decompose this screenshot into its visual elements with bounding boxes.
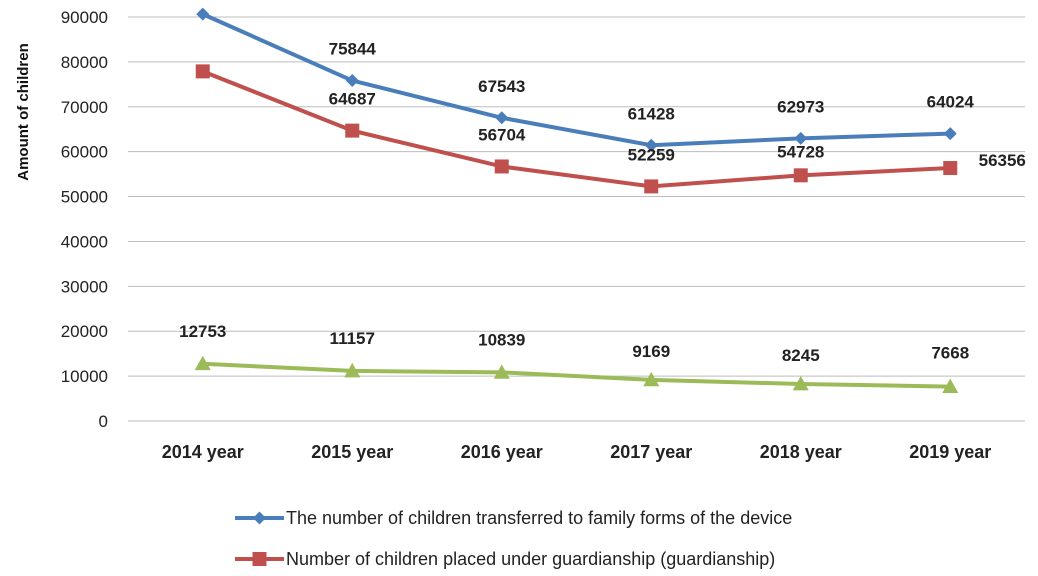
data-point <box>643 371 660 387</box>
data-point <box>195 64 210 79</box>
x-tick-label: 2014 year <box>162 442 244 462</box>
data-point <box>943 161 958 176</box>
data-label: 75844 <box>329 40 377 59</box>
y-tick-label: 50000 <box>61 188 108 207</box>
x-tick-label: 2015 year <box>311 442 393 462</box>
legend-marker <box>253 511 266 525</box>
data-point <box>344 362 361 378</box>
data-point <box>644 138 658 152</box>
series-line <box>202 361 951 389</box>
data-point <box>644 179 659 194</box>
x-tick-label: 2016 year <box>461 442 543 462</box>
y-tick-label: 80000 <box>61 53 108 72</box>
data-label: 67543 <box>478 77 525 96</box>
series-group <box>194 7 959 393</box>
data-label: 64687 <box>329 90 376 109</box>
data-label: 54728 <box>777 142 824 161</box>
data-point <box>196 7 210 21</box>
y-tick-label: 30000 <box>61 277 108 296</box>
data-label: 62973 <box>777 97 824 116</box>
y-axis-label: Amount of children <box>15 43 32 181</box>
data-label: 64024 <box>927 93 975 112</box>
legend: The number of children transferred to fa… <box>235 508 792 569</box>
data-point <box>793 168 808 183</box>
data-labels: 7788675844675436142862973640246468756704… <box>179 40 1026 365</box>
series-1 <box>196 7 957 152</box>
gridlines <box>128 16 1025 422</box>
data-label: 56704 <box>478 125 526 144</box>
data-point <box>345 74 359 88</box>
data-label: 8245 <box>782 346 820 365</box>
y-tick-label: 10000 <box>61 367 108 386</box>
series-line <box>202 69 951 189</box>
data-label: 10839 <box>478 330 525 349</box>
x-axis-ticks: 2014 year 2015 year 2016 year 2017 year 2018… <box>162 442 992 462</box>
data-point <box>493 364 510 379</box>
data-point <box>345 123 360 138</box>
legend-marker <box>252 552 267 566</box>
series-line <box>201 12 951 148</box>
legend-label: Number of children placed under guardian… <box>286 549 775 569</box>
data-label: 7668 <box>931 344 969 363</box>
x-tick-label: 2018 year <box>760 442 842 462</box>
data-label: 9169 <box>632 342 670 361</box>
data-point <box>794 131 808 145</box>
data-point <box>495 111 509 125</box>
data-label: 56356 <box>979 151 1026 170</box>
data-label: 11157 <box>330 329 375 348</box>
data-point <box>792 375 809 391</box>
y-tick-label: 60000 <box>61 143 108 162</box>
y-tick-label: 20000 <box>61 322 108 341</box>
y-tick-label: 0 <box>99 412 108 431</box>
y-axis-ticks: 0 10000 20000 30000 40000 50000 60000 70000 8000… <box>61 8 108 431</box>
y-tick-label: 40000 <box>61 232 108 251</box>
y-tick-label: 70000 <box>61 98 108 117</box>
data-label: 61428 <box>628 104 675 123</box>
legend-item: Number of children placed under guardian… <box>235 549 775 569</box>
data-label: 12753 <box>179 322 226 341</box>
data-point <box>942 378 959 393</box>
legend-item: The number of children transferred to fa… <box>235 508 792 528</box>
y-tick-label: 90000 <box>61 8 108 27</box>
data-point <box>494 159 509 174</box>
x-tick-label: 2017 year <box>610 442 692 462</box>
x-tick-label: 2019 year <box>909 442 991 462</box>
data-point <box>943 127 957 141</box>
series-3 <box>194 355 959 393</box>
legend-label: The number of children transferred to fa… <box>286 508 792 528</box>
data-label: 52259 <box>628 145 675 164</box>
data-point <box>194 355 211 371</box>
series-2 <box>195 64 958 194</box>
